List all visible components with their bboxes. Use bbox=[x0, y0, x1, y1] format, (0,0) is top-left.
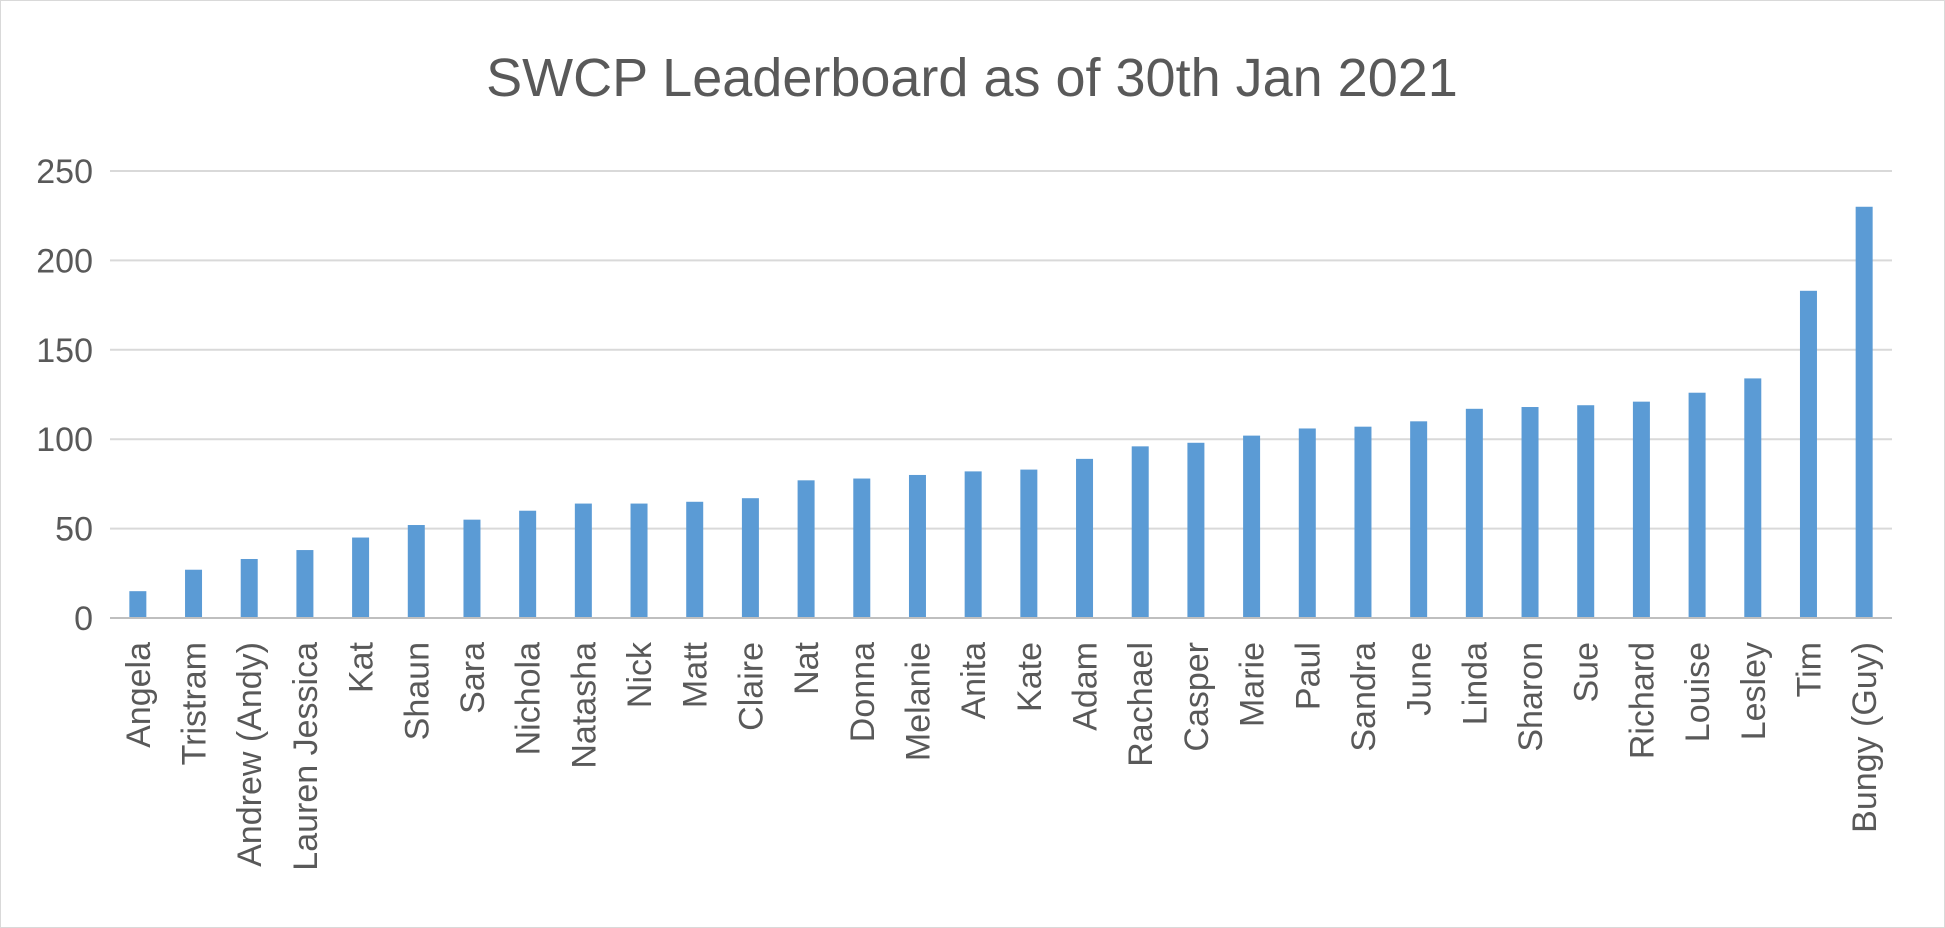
bar-anita bbox=[964, 471, 982, 618]
bar-adam bbox=[1076, 458, 1094, 618]
x-tick-label: Claire bbox=[732, 642, 770, 731]
bar-melanie bbox=[908, 474, 926, 618]
bar-tim bbox=[1799, 290, 1817, 618]
x-tick-label: Shaun bbox=[398, 642, 436, 740]
bar-shaun bbox=[407, 525, 425, 618]
x-tick-label: Melanie bbox=[899, 642, 937, 761]
bar-june bbox=[1410, 421, 1428, 618]
y-tick-label: 100 bbox=[36, 421, 93, 459]
x-tick-label: Matt bbox=[677, 641, 715, 708]
bar-claire bbox=[741, 498, 759, 618]
y-axis-ticks: 0 50 100 150 200 250 bbox=[36, 153, 93, 638]
y-tick-label: 200 bbox=[36, 242, 93, 280]
x-tick-label: June bbox=[1401, 642, 1439, 716]
x-tick-label: Louise bbox=[1679, 642, 1717, 742]
bar-donna bbox=[853, 478, 871, 618]
bar-bungy-guy bbox=[1855, 206, 1873, 618]
bar-sara bbox=[463, 519, 481, 618]
y-tick-label: 50 bbox=[55, 511, 93, 549]
x-tick-label: Kat bbox=[343, 641, 381, 693]
x-tick-label: Lesley bbox=[1735, 642, 1773, 740]
x-tick-label: Tim bbox=[1790, 642, 1828, 697]
bar-kat bbox=[352, 537, 370, 618]
x-tick-label: Richard bbox=[1623, 642, 1661, 759]
x-tick-label: Lauren Jessica bbox=[287, 642, 325, 871]
bar-paul bbox=[1298, 428, 1316, 618]
x-tick-label: Tristram bbox=[176, 642, 214, 765]
x-tick-label: Linda bbox=[1456, 642, 1494, 725]
bar-andrew-andy bbox=[240, 558, 258, 618]
bar-sandra bbox=[1354, 426, 1372, 618]
x-tick-label: Bungy (Guy) bbox=[1846, 642, 1884, 833]
y-tick-label: 150 bbox=[36, 332, 93, 370]
bar-kate bbox=[1020, 469, 1038, 618]
x-tick-label: Nichola bbox=[510, 642, 548, 755]
x-tick-label: Sue bbox=[1568, 642, 1606, 703]
y-tick-label: 0 bbox=[74, 600, 93, 638]
x-tick-label: Marie bbox=[1234, 642, 1272, 727]
x-tick-label: Sharon bbox=[1512, 642, 1550, 752]
bar-nick bbox=[630, 503, 648, 618]
x-tick-label: Andrew (Andy) bbox=[231, 642, 269, 867]
bar-marie bbox=[1243, 435, 1261, 618]
x-tick-label: Nick bbox=[621, 641, 659, 708]
y-tick-label: 250 bbox=[36, 153, 93, 191]
x-tick-label: Sandra bbox=[1345, 642, 1383, 752]
x-tick-label: Donna bbox=[844, 642, 882, 742]
bar-lauren-jessica bbox=[296, 550, 314, 618]
x-tick-label: Paul bbox=[1289, 642, 1327, 710]
bar-nichola bbox=[519, 510, 537, 618]
gridlines bbox=[110, 170, 1892, 530]
x-tick-label: Natasha bbox=[565, 642, 603, 769]
bar-tristram bbox=[185, 569, 203, 618]
bar-sharon bbox=[1521, 407, 1539, 618]
x-tick-label: Casper bbox=[1178, 642, 1216, 752]
x-tick-label: Anita bbox=[955, 642, 993, 720]
bar-louise bbox=[1688, 392, 1706, 618]
x-tick-label: Angela bbox=[120, 642, 158, 748]
x-tick-label: Kate bbox=[1011, 642, 1049, 712]
bar-rachael bbox=[1131, 446, 1149, 618]
bar-angela bbox=[129, 591, 147, 618]
bar-nat bbox=[797, 480, 815, 618]
bar-sue bbox=[1577, 405, 1595, 618]
bar-casper bbox=[1187, 442, 1205, 618]
bar-linda bbox=[1465, 408, 1483, 618]
x-tick-label: Rachael bbox=[1122, 642, 1160, 767]
bar-lesley bbox=[1744, 378, 1762, 618]
x-tick-label: Sara bbox=[454, 642, 492, 714]
bar-matt bbox=[686, 501, 704, 618]
x-tick-label: Adam bbox=[1067, 642, 1105, 731]
chart-title: SWCP Leaderboard as of 30th Jan 2021 bbox=[486, 48, 1458, 108]
bar-natasha bbox=[574, 503, 592, 618]
bars bbox=[129, 206, 1873, 618]
x-axis-ticks: Angela Tristram Andrew (Andy) Lauren Jessic… bbox=[120, 641, 1884, 871]
x-tick-label: Nat bbox=[788, 641, 826, 694]
bar-richard bbox=[1632, 401, 1650, 618]
